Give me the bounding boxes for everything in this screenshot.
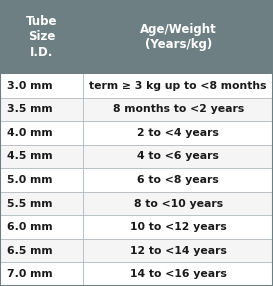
Text: Tube
Size
I.D.: Tube Size I.D. bbox=[26, 15, 57, 59]
Text: 2 to <4 years: 2 to <4 years bbox=[137, 128, 219, 138]
Text: 4.5 mm: 4.5 mm bbox=[7, 152, 52, 161]
Bar bbox=[0, 263, 273, 286]
Text: Age/Weight
(Years/kg): Age/Weight (Years/kg) bbox=[140, 23, 216, 51]
Bar bbox=[0, 145, 273, 168]
Text: 8 to <10 years: 8 to <10 years bbox=[133, 198, 223, 208]
Text: 10 to <12 years: 10 to <12 years bbox=[130, 222, 227, 232]
Bar bbox=[0, 215, 273, 239]
Bar bbox=[0, 121, 273, 145]
Text: 6.0 mm: 6.0 mm bbox=[7, 222, 52, 232]
Text: 5.0 mm: 5.0 mm bbox=[7, 175, 52, 185]
Text: 4 to <6 years: 4 to <6 years bbox=[137, 152, 219, 161]
Text: term ≥ 3 kg up to <8 months: term ≥ 3 kg up to <8 months bbox=[89, 81, 267, 91]
Bar bbox=[0, 192, 273, 215]
Text: 6 to <8 years: 6 to <8 years bbox=[137, 175, 219, 185]
Bar bbox=[0, 74, 273, 98]
Bar bbox=[0, 239, 273, 263]
Text: 12 to <14 years: 12 to <14 years bbox=[130, 246, 227, 256]
Bar bbox=[0, 168, 273, 192]
Bar bbox=[0, 0, 273, 74]
Text: 14 to <16 years: 14 to <16 years bbox=[130, 269, 227, 279]
Text: 3.5 mm: 3.5 mm bbox=[7, 104, 52, 114]
Text: 3.0 mm: 3.0 mm bbox=[7, 81, 52, 91]
Text: 8 months to <2 years: 8 months to <2 years bbox=[112, 104, 244, 114]
Text: 7.0 mm: 7.0 mm bbox=[7, 269, 52, 279]
Text: 6.5 mm: 6.5 mm bbox=[7, 246, 52, 256]
Bar bbox=[0, 98, 273, 121]
Text: 4.0 mm: 4.0 mm bbox=[7, 128, 52, 138]
Text: 5.5 mm: 5.5 mm bbox=[7, 198, 52, 208]
